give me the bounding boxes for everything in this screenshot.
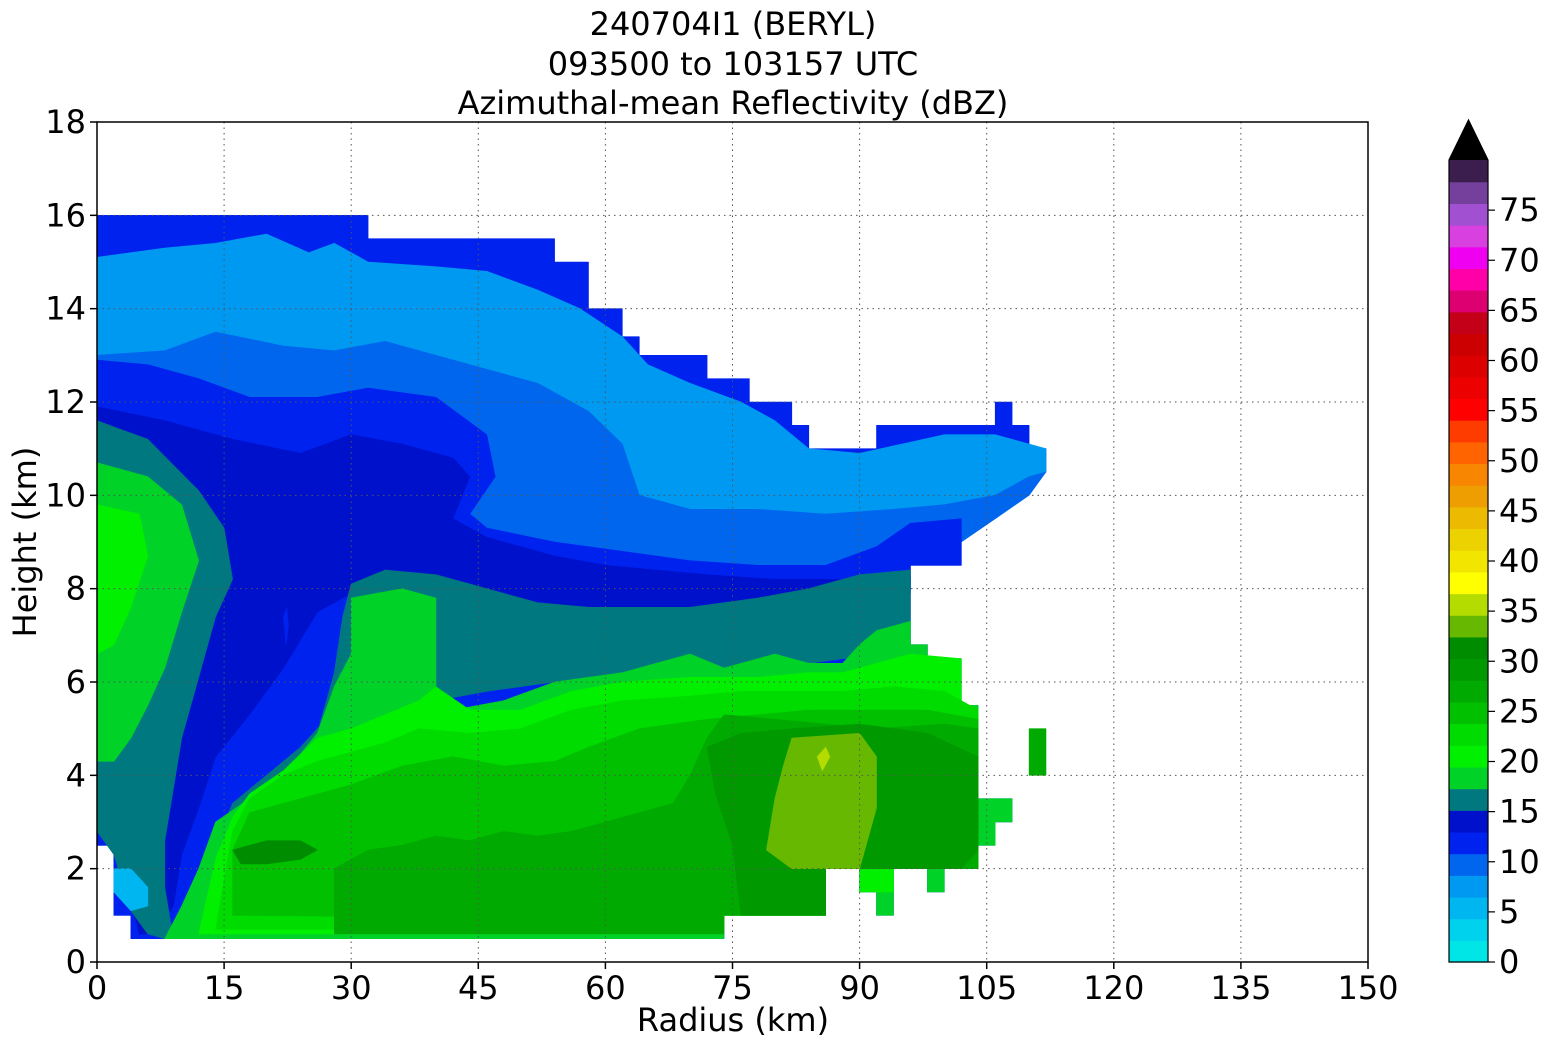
colorbar-segment — [1449, 788, 1488, 811]
colorbar-segment — [1449, 701, 1488, 725]
colorbar-segment — [1449, 766, 1488, 790]
x-tick-label: 150 — [1337, 969, 1398, 1007]
x-tick-label: 45 — [458, 969, 499, 1007]
colorbar-segment — [1449, 311, 1488, 335]
colorbar-segment — [1449, 745, 1488, 768]
colorbar-segment — [1449, 831, 1488, 855]
colorbar-tick-label: 55 — [1499, 392, 1540, 430]
colorbar-tick-label: 20 — [1499, 743, 1540, 781]
colorbar-segment — [1449, 875, 1488, 898]
colorbar-segment — [1449, 896, 1488, 920]
y-tick-label: 18 — [45, 103, 86, 141]
colorbar-segment — [1449, 506, 1488, 530]
reflectivity-region-15 — [232, 840, 318, 865]
colorbar-segment — [1449, 398, 1488, 421]
colorbar-segment — [1449, 918, 1488, 941]
colorbar-extend-arrow — [1449, 120, 1488, 160]
colorbar-segment — [1449, 528, 1488, 551]
colorbar-segment — [1449, 940, 1488, 963]
chart-title-line-3: Azimuthal-mean Reflectivity (dBZ) — [458, 84, 1009, 122]
colorbar-tick-label: 75 — [1499, 191, 1540, 229]
x-tick-label: 120 — [1083, 969, 1144, 1007]
x-tick-label: 90 — [839, 969, 880, 1007]
y-tick-label: 8 — [66, 570, 86, 608]
colorbar-tick-label: 60 — [1499, 342, 1540, 380]
colorbar-segment — [1449, 246, 1488, 269]
colorbar-segment — [1449, 571, 1488, 595]
colorbar-tick-label: 40 — [1499, 542, 1540, 580]
x-tick-label: 0 — [87, 969, 107, 1007]
colorbar-segment — [1449, 290, 1488, 313]
y-tick-label: 10 — [45, 476, 86, 514]
y-axis-label: Height (km) — [6, 447, 44, 638]
colorbar-segment — [1449, 355, 1488, 378]
colorbar-segment — [1449, 376, 1488, 400]
x-tick-label: 135 — [1210, 969, 1271, 1007]
colorbar-segment — [1449, 420, 1488, 443]
colorbar-segment — [1449, 268, 1488, 291]
colorbar-segment — [1449, 160, 1488, 183]
plot-area — [96, 215, 1047, 940]
y-tick-label: 2 — [66, 850, 86, 888]
reflectivity-region-14 — [766, 732, 877, 870]
y-tick-label: 14 — [45, 290, 86, 328]
colorbar-tick-label: 5 — [1499, 893, 1519, 931]
reflectivity-region-5 — [96, 420, 911, 940]
colorbar-tick-label: 15 — [1499, 793, 1540, 831]
colorbar: 0 5 10 15 20 25 30 35 40 45 50 55 60 65 70 75 — [1448, 118, 1540, 981]
colorbar-outline — [1448, 118, 1489, 963]
colorbar-segment — [1449, 550, 1488, 573]
colorbar-segment — [1449, 181, 1488, 204]
colorbar-segment — [1449, 463, 1488, 486]
x-axis: 0 15 30 45 60 75 90 105 120 135 150 — [87, 962, 1399, 1007]
colorbar-segment — [1449, 441, 1488, 465]
colorbar-tick-label: 70 — [1499, 241, 1540, 279]
colorbar-tick-label: 0 — [1499, 943, 1519, 981]
y-tick-label: 12 — [45, 383, 86, 421]
grid-lines — [97, 122, 1368, 962]
colorbar-tick-label: 35 — [1499, 592, 1540, 630]
y-tick-label: 4 — [66, 756, 86, 794]
reflectivity-region-18 — [1028, 728, 1047, 776]
colorbar-tick-label: 65 — [1499, 291, 1540, 329]
colorbar-segment — [1449, 658, 1488, 681]
colorbar-segment — [1449, 225, 1488, 248]
y-tick-label: 16 — [45, 196, 86, 234]
chart-title-line-1: 240704I1 (BERYL) — [590, 5, 877, 43]
colorbar-segment — [1449, 593, 1488, 616]
x-tick-label: 30 — [331, 969, 372, 1007]
reflectivity-region-19 — [816, 746, 831, 772]
x-tick-label: 75 — [712, 969, 753, 1007]
x-tick-label: 15 — [204, 969, 245, 1007]
x-tick-label: 60 — [585, 969, 626, 1007]
colorbar-segment — [1449, 810, 1488, 833]
colorbar-tick-label: 10 — [1499, 843, 1540, 881]
x-tick-label: 105 — [956, 969, 1017, 1007]
colorbar-tick-label: 30 — [1499, 642, 1540, 680]
y-axis: 0 2 4 6 8 10 12 14 16 18 — [45, 103, 97, 981]
y-tick-label: 0 — [66, 943, 86, 981]
colorbar-segment — [1449, 853, 1488, 876]
colorbar-segment — [1449, 615, 1488, 638]
reflectivity-region-16 — [283, 606, 289, 646]
x-axis-label: Radius (km) — [637, 1001, 829, 1039]
colorbar-segment — [1449, 203, 1488, 226]
colorbar-segment — [1449, 723, 1488, 746]
colorbar-tick-label: 45 — [1499, 492, 1540, 530]
colorbar-tick-label: 50 — [1499, 442, 1540, 480]
colorbar-tick-label: 25 — [1499, 692, 1540, 730]
colorbar-segment — [1449, 680, 1488, 703]
y-tick-label: 6 — [66, 663, 86, 701]
colorbar-segment — [1449, 636, 1488, 660]
colorbar-segment — [1449, 333, 1488, 356]
chart-title-line-2: 093500 to 103157 UTC — [548, 45, 918, 83]
colorbar-segment — [1449, 485, 1488, 508]
